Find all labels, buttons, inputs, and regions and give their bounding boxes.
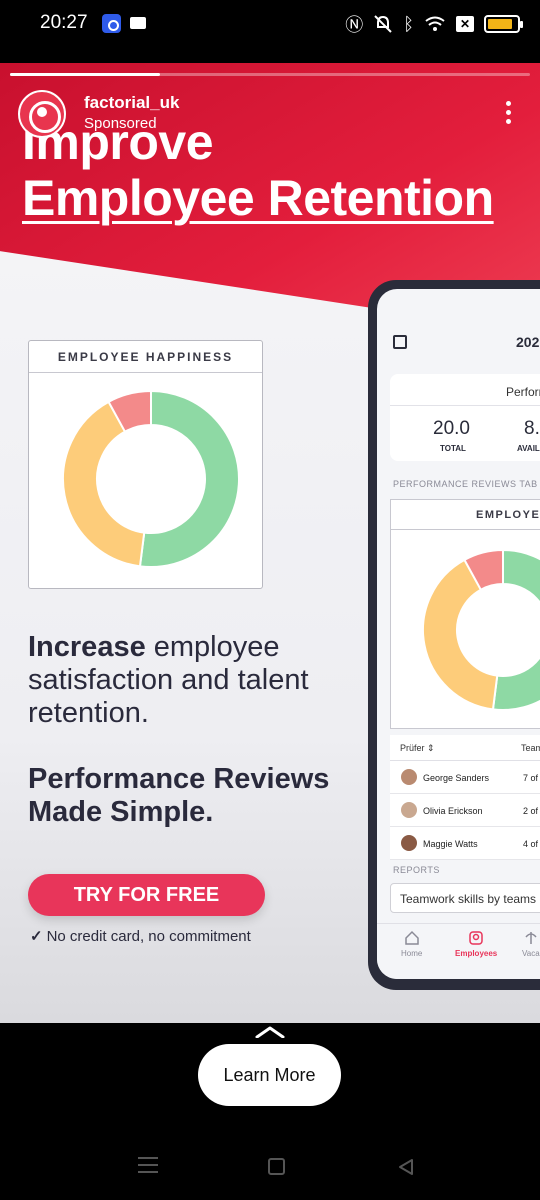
- available-value: 8.: [524, 418, 540, 439]
- vacation-icon: [525, 932, 537, 944]
- avatar: [401, 802, 417, 818]
- mute-icon: [374, 15, 392, 33]
- total-label: TOTAL: [440, 444, 466, 453]
- divider: [390, 405, 540, 406]
- performance-title: Perforr: [506, 385, 540, 399]
- account-name[interactable]: factorial_uk: [84, 93, 180, 112]
- employees-icon: [469, 931, 483, 945]
- reviewer-count: 7 of: [523, 773, 539, 783]
- avatar: [401, 769, 417, 785]
- phone-donut-chart: [422, 548, 540, 711]
- wifi-icon: [425, 16, 445, 31]
- status-bar: 20:27 Ⓝ ᛒ ✕: [0, 0, 540, 50]
- phone-chart-title: EMPLOYEE: [391, 500, 540, 530]
- battery-icon: [484, 15, 523, 33]
- status-icons: Ⓝ ᛒ ✕: [345, 11, 523, 37]
- check-icon: ✓: [30, 928, 43, 945]
- sponsored-label: Sponsored: [84, 115, 157, 132]
- tab-employees: Employees: [455, 930, 497, 958]
- tab-home: Home: [401, 930, 422, 958]
- phone-chart-card: EMPLOYEE: [390, 499, 540, 729]
- headline-line-2: Employee Retention: [22, 170, 494, 226]
- table-row: Maggie Watts 4 of: [390, 827, 540, 860]
- phone-year: 202: [516, 334, 540, 350]
- x-icon: ✕: [456, 16, 474, 32]
- back-button[interactable]: [396, 1157, 416, 1177]
- reviewer-count: 2 of: [523, 806, 539, 816]
- bluetooth-icon: ᛒ: [403, 13, 414, 34]
- happiness-title: EMPLOYEE HAPPINESS: [29, 341, 262, 373]
- story-progress-bar: [10, 73, 530, 76]
- more-options-icon[interactable]: [506, 101, 512, 127]
- home-button[interactable]: [268, 1158, 285, 1175]
- cta-note-text: No credit card, no commitment: [46, 928, 251, 945]
- tab-home-label: Home: [401, 949, 423, 958]
- learn-more-button[interactable]: Learn More: [198, 1044, 341, 1106]
- reviewer-name: Maggie Watts: [423, 839, 478, 849]
- tab-vacation-label: Vaca: [522, 949, 540, 958]
- reviewer-table: Prüfer ⇕ Team George Sanders 7 of Olivia…: [390, 735, 540, 860]
- reports-label: REPORTS: [393, 865, 440, 875]
- available-label: AVAIL: [517, 444, 540, 453]
- home-icon: [404, 930, 419, 945]
- nfc-app-icon: [102, 14, 121, 33]
- tab-employees-label: Employees: [455, 949, 498, 958]
- reviews-section-label: PERFORMANCE REVIEWS TAB: [393, 479, 538, 489]
- benefit-copy: Increase employee satisfaction and talen…: [28, 631, 328, 730]
- reviewer-name: George Sanders: [423, 773, 490, 783]
- donut-segment-yellow: [422, 558, 499, 711]
- table-row: George Sanders 7 of: [390, 761, 540, 794]
- col-reviewer: Prüfer ⇕: [400, 743, 435, 753]
- avatar: [401, 835, 417, 851]
- table-row: Olivia Erickson 2 of: [390, 794, 540, 827]
- team-report-card: Teamwork skills by teams: [390, 883, 540, 913]
- employee-happiness-card: EMPLOYEE HAPPINESS: [28, 340, 263, 589]
- system-nav-bar: [0, 1140, 540, 1200]
- performance-card: Perforr 20.0 TOTAL 8. AVAIL: [390, 374, 540, 461]
- tab-vacation: Vaca: [522, 930, 540, 958]
- phone-mockup: 202 Perforr 20.0 TOTAL 8. AVAIL PERFORMA…: [368, 280, 540, 990]
- donut-segment-green: [138, 391, 240, 568]
- benefit-copy-rest: employee satisfaction and talent retenti…: [28, 631, 309, 729]
- calendar-icon: [393, 335, 407, 349]
- reviewer-count: 4 of: [523, 839, 539, 849]
- story-progress-fill: [10, 73, 160, 76]
- reviewer-name: Olivia Erickson: [423, 806, 483, 816]
- recents-button[interactable]: [138, 1157, 158, 1173]
- donut-segment-yellow: [62, 400, 146, 568]
- donut-segment-green: [491, 548, 540, 711]
- story-ad[interactable]: Improve Employee Retention factorial_uk …: [0, 63, 540, 1023]
- col-team: Team: [521, 743, 540, 753]
- team-report-title: Teamwork skills by teams: [400, 892, 537, 906]
- account-avatar[interactable]: [18, 90, 66, 138]
- chevron-up-icon[interactable]: [255, 1026, 285, 1038]
- mail-icon: [130, 17, 146, 29]
- phone-tab-bar: Home Employees Vaca: [377, 923, 540, 979]
- cta-note: ✓ No credit card, no commitment: [30, 927, 251, 945]
- donut-segment-red: [463, 548, 504, 592]
- happiness-donut-chart: [62, 391, 240, 568]
- clock: 20:27: [40, 12, 88, 33]
- phone-screen: 202 Perforr 20.0 TOTAL 8. AVAIL PERFORMA…: [377, 289, 540, 979]
- nfc-icon: Ⓝ: [345, 15, 364, 35]
- table-header: Prüfer ⇕ Team: [390, 735, 540, 761]
- donut-segment-red: [107, 391, 152, 434]
- tagline: Performance Reviews Made Simple.: [28, 763, 330, 828]
- benefit-copy-bold: Increase: [28, 631, 146, 663]
- try-for-free-button[interactable]: TRY FOR FREE: [28, 874, 265, 916]
- total-value: 20.0: [433, 418, 470, 439]
- battery-level: [488, 19, 512, 29]
